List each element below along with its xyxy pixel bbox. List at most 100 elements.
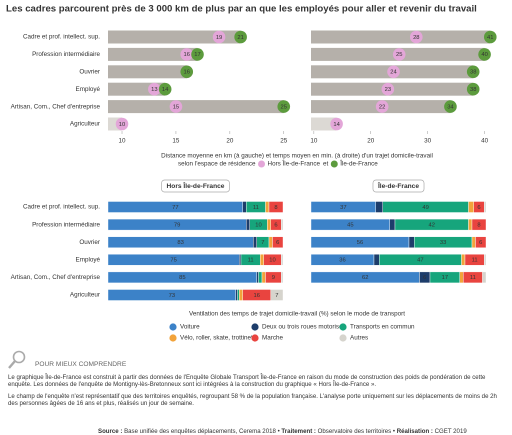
bar-segment	[239, 289, 243, 301]
segment-label: 79	[174, 222, 180, 228]
bar-segment	[267, 218, 271, 231]
range-bar	[311, 30, 491, 44]
category-label: Artisan, Com., Chef d'entreprise	[11, 274, 101, 281]
bar-segment	[253, 236, 257, 248]
x-tick-label: 25	[280, 138, 288, 145]
dot-label: 25	[281, 104, 287, 110]
dot	[387, 65, 400, 79]
dot-label: 28	[413, 35, 419, 41]
x-tick-label: 40	[481, 138, 489, 145]
segment-label: 7	[275, 293, 278, 299]
bar-segment	[468, 201, 474, 213]
dot	[409, 30, 423, 44]
legend-label: Transports en commun	[350, 324, 415, 331]
dot	[277, 100, 291, 113]
bar-segment	[258, 271, 263, 284]
source-line: Source : Base unifiée des enquêtes dépla…	[98, 428, 467, 435]
dot	[191, 48, 204, 61]
dot	[169, 100, 183, 113]
bar-segment	[242, 201, 247, 213]
segment-label: 6	[477, 205, 480, 211]
category-label: Agriculteur	[70, 292, 100, 299]
legend-swatch	[330, 160, 338, 168]
dot-label: 13	[151, 87, 157, 93]
panel-title: Île-de-France	[377, 181, 419, 190]
legend-swatch	[251, 323, 259, 331]
bar-segment	[482, 271, 487, 284]
bar-segment	[484, 254, 487, 266]
bar-segment	[265, 201, 270, 213]
dot-label: 41	[487, 35, 493, 41]
bar-segment	[268, 236, 273, 248]
category-label: Agriculteur	[70, 121, 100, 128]
category-label: Ouvrier	[79, 239, 100, 246]
separator: •	[392, 428, 396, 435]
dot	[148, 82, 161, 96]
bar-segment	[235, 289, 238, 301]
segment-label: 45	[347, 222, 353, 228]
dot	[375, 100, 389, 113]
dot-label: 15	[173, 104, 179, 110]
dot-label: 23	[385, 87, 391, 93]
segment-label: 83	[177, 240, 183, 246]
bar-segment	[281, 218, 284, 231]
segment-label: 9	[272, 275, 275, 281]
x-tick-label: 15	[172, 138, 180, 145]
dot	[392, 48, 406, 61]
category-label: Cadre et prof. intellect. sup.	[23, 34, 100, 41]
bar-segment	[375, 201, 383, 213]
axis-caption: Ventilation des temps de trajet domicile…	[189, 311, 405, 318]
category-label: Artisan, Com., Chef d'entreprise	[11, 103, 101, 110]
legend-swatch	[339, 323, 347, 331]
dot-label: 40	[481, 52, 487, 58]
legend-label: Deux ou trois roues motorisés	[262, 324, 346, 331]
bar-segment	[373, 254, 380, 266]
source-text: Observatoire des territoires	[317, 428, 392, 435]
segment-label: 16	[254, 293, 260, 299]
segment-label: 17	[442, 275, 448, 281]
source-text: CGET 2019	[434, 428, 467, 435]
segment-label: 47	[417, 258, 423, 264]
dot-label: 17	[194, 52, 200, 58]
legend-label: Marche	[262, 335, 283, 342]
legend-label: Voiture	[180, 324, 200, 331]
dot-label: 16	[183, 70, 189, 76]
page-title: Les cadres parcourent près de 3 000 km d…	[6, 4, 477, 15]
segment-label: 36	[339, 258, 345, 264]
category-label: Employé	[76, 256, 101, 263]
category-label: Cadre et prof. intellect. sup.	[23, 204, 100, 211]
dot-label: 14	[333, 122, 340, 128]
bar-segment	[281, 254, 284, 266]
dot-label: 21	[237, 35, 243, 41]
bar-segment	[461, 254, 466, 266]
source-label: Source :	[98, 428, 123, 435]
segment-label: 6	[276, 240, 279, 246]
segment-label: 77	[172, 205, 178, 211]
legend-label: Île-de-France	[339, 159, 378, 168]
source-text: Base unifiée des enquêtes déplacements, …	[124, 428, 276, 435]
segment-label: 8	[477, 222, 480, 228]
bar-segment	[471, 236, 476, 248]
panel-title: Hors Île-de-France	[167, 181, 225, 190]
segment-label: 7	[261, 240, 264, 246]
dot	[330, 117, 343, 131]
segment-label: 33	[440, 240, 446, 246]
bar-segment	[237, 289, 240, 301]
legend-swatch	[169, 323, 177, 331]
segment-label: 56	[357, 240, 363, 246]
dot	[234, 30, 247, 44]
legend-label: Autres	[350, 335, 368, 342]
x-tick-label: 30	[424, 138, 432, 145]
separator: •	[277, 428, 280, 435]
segment-label: 42	[429, 222, 435, 228]
dot-label: 22	[379, 104, 385, 110]
legend-separator: et	[323, 161, 329, 168]
legend-swatch	[339, 334, 347, 342]
dot-label: 10	[119, 122, 125, 128]
segment-label: 11	[472, 258, 478, 264]
dot-label: 38	[470, 70, 476, 76]
axis-caption: Distance moyenne en km (à gauche) et tem…	[161, 153, 433, 160]
segment-label: 10	[269, 258, 275, 264]
x-tick-label: 10	[310, 138, 318, 145]
